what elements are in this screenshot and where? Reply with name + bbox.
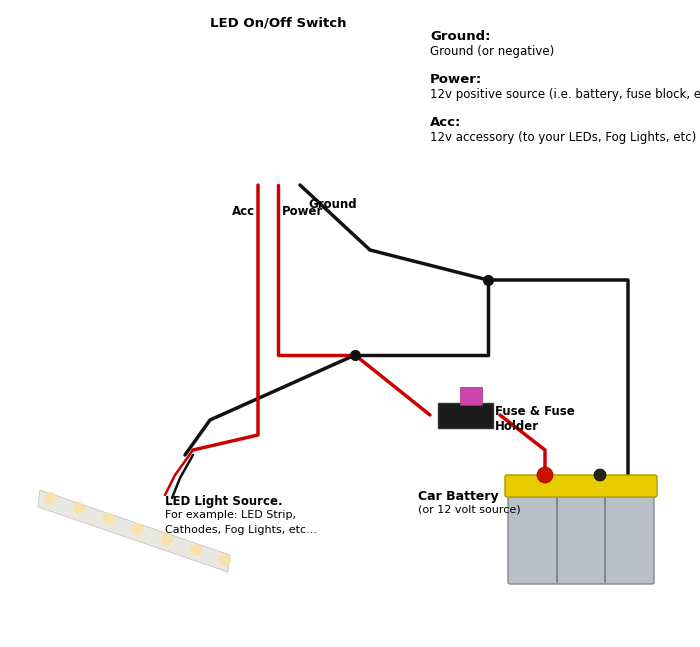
Circle shape <box>190 543 202 556</box>
Circle shape <box>219 554 231 566</box>
FancyBboxPatch shape <box>460 386 482 404</box>
Circle shape <box>74 502 85 514</box>
Polygon shape <box>38 490 230 572</box>
Text: Power:: Power: <box>430 73 482 86</box>
Circle shape <box>44 492 56 504</box>
Circle shape <box>132 523 144 535</box>
Text: Acc:: Acc: <box>430 116 461 129</box>
Text: LED Light Source.: LED Light Source. <box>165 495 283 508</box>
Text: Ground:: Ground: <box>430 30 491 43</box>
Circle shape <box>161 533 173 545</box>
Text: LED On/Off Switch: LED On/Off Switch <box>210 17 346 30</box>
Circle shape <box>537 467 553 483</box>
Text: Ground: Ground <box>308 198 356 211</box>
Text: 12v accessory (to your LEDs, Fog Lights, etc): 12v accessory (to your LEDs, Fog Lights,… <box>430 131 696 144</box>
FancyBboxPatch shape <box>505 475 657 497</box>
Text: Fuse & Fuse: Fuse & Fuse <box>495 405 575 418</box>
Text: Ground (or negative): Ground (or negative) <box>430 45 554 58</box>
Text: Acc: Acc <box>232 205 255 218</box>
FancyBboxPatch shape <box>438 402 493 428</box>
Circle shape <box>594 469 606 481</box>
Text: For example: LED Strip,: For example: LED Strip, <box>165 510 296 520</box>
Text: Car Battery: Car Battery <box>418 490 498 503</box>
Text: Holder: Holder <box>495 420 539 433</box>
Circle shape <box>102 512 114 525</box>
Text: 12v positive source (i.e. battery, fuse block, etc): 12v positive source (i.e. battery, fuse … <box>430 88 700 101</box>
Text: Power: Power <box>282 205 323 218</box>
Text: (or 12 volt source): (or 12 volt source) <box>418 505 521 515</box>
FancyBboxPatch shape <box>508 488 654 584</box>
Text: Cathodes, Fog Lights, etc...: Cathodes, Fog Lights, etc... <box>165 525 317 535</box>
